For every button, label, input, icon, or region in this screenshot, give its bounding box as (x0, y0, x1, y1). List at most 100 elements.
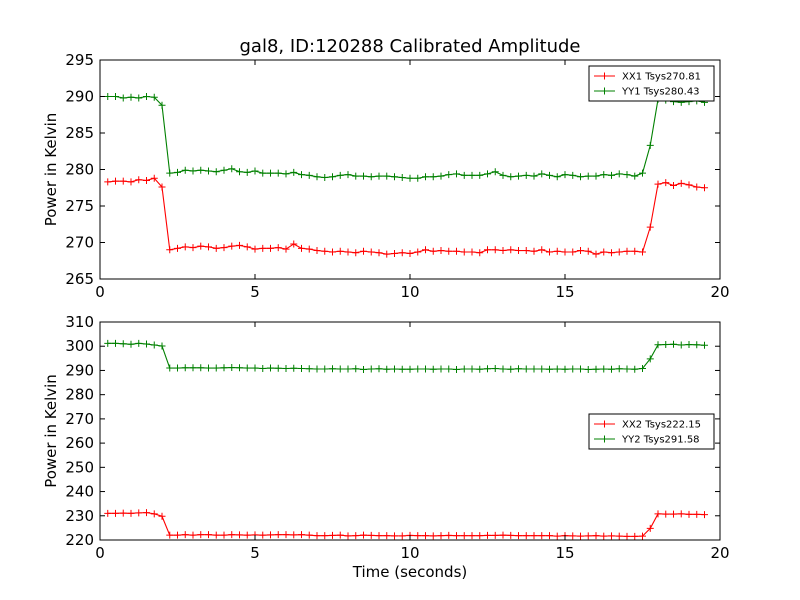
data-point (468, 532, 476, 540)
y-tick-label: 250 (65, 458, 94, 476)
data-point (360, 365, 367, 373)
data-point (553, 365, 561, 373)
y-tick-label: 290 (65, 361, 94, 379)
x-tick-label: 20 (710, 544, 729, 562)
series-2 (104, 93, 708, 182)
data-point (608, 365, 615, 373)
data-point (662, 341, 670, 349)
data-point (313, 532, 321, 540)
data-point (437, 532, 445, 540)
legend-label: XX1 Tsys270.81 (622, 72, 701, 83)
series-2 (104, 339, 708, 373)
data-point (197, 242, 205, 250)
data-point (112, 339, 119, 347)
data-point (584, 365, 592, 373)
data-point (228, 242, 236, 250)
y-tick-label: 270 (65, 234, 94, 252)
data-point (267, 244, 274, 252)
data-point (205, 167, 212, 175)
data-point (158, 512, 166, 520)
data-point (515, 532, 522, 540)
data-point (592, 172, 600, 180)
data-point (538, 365, 546, 373)
chart-2: 0 5 10 15 20 220 230 240 250 260 270 280 290 300 310 Po… (42, 313, 730, 581)
data-point (298, 365, 305, 373)
data-point (670, 182, 677, 190)
y-axis-label: Power in Kelvin (42, 113, 60, 227)
data-point (546, 171, 553, 179)
data-point (468, 365, 476, 373)
chart-1: gal8, ID:120288 Calibrated Amplitude 0 5 10… (42, 36, 730, 301)
data-point (104, 93, 112, 100)
data-point (569, 532, 577, 540)
data-point (701, 511, 708, 519)
data-point (677, 510, 685, 518)
data-point (484, 531, 491, 539)
y-tick-label: 280 (65, 386, 94, 404)
data-point (367, 531, 375, 539)
y-tick-label: 295 (65, 51, 94, 69)
data-point (228, 165, 236, 173)
data-point (701, 341, 708, 349)
data-point (251, 167, 259, 175)
data-point (422, 246, 429, 254)
data-point (352, 249, 360, 257)
data-point (414, 532, 422, 540)
data-point (670, 340, 677, 348)
data-point (584, 247, 592, 255)
data-point (592, 532, 600, 540)
data-point (391, 532, 398, 540)
data-point (274, 169, 282, 177)
data-point (546, 365, 553, 373)
data-point (367, 248, 375, 256)
legend-label: YY2 Tsys291.58 (621, 435, 700, 446)
data-point (530, 532, 538, 540)
data-point (460, 365, 468, 373)
data-point (212, 168, 220, 176)
data-point (445, 171, 453, 179)
series-line (107, 512, 705, 537)
legend: XX1 Tsys270.81 YY1 Tsys280.43 (588, 65, 715, 102)
data-point (460, 248, 468, 256)
data-point (119, 340, 127, 348)
data-point (174, 244, 181, 252)
data-point (639, 248, 646, 256)
data-point (166, 246, 174, 254)
data-point (615, 365, 623, 373)
data-point (499, 247, 507, 255)
data-point (150, 341, 158, 349)
data-point (445, 531, 453, 539)
data-point (453, 365, 460, 373)
data-point (259, 365, 267, 373)
data-point (499, 531, 507, 539)
data-point (515, 365, 522, 373)
y-tick-label: 280 (65, 161, 94, 179)
data-point (267, 531, 274, 539)
data-point (631, 365, 639, 373)
y-tick-label: 290 (65, 88, 94, 106)
data-point (615, 248, 623, 256)
data-point (344, 532, 352, 540)
data-point (608, 249, 615, 257)
y-tick-label: 260 (65, 434, 94, 452)
data-point (453, 532, 460, 540)
data-point (383, 172, 391, 180)
data-point (391, 249, 398, 257)
data-point (522, 365, 530, 373)
data-point (282, 170, 290, 178)
data-point (313, 247, 321, 255)
data-point (391, 173, 398, 181)
data-point (577, 365, 584, 373)
data-point (476, 171, 484, 179)
data-point (499, 365, 507, 373)
data-point (646, 223, 654, 231)
legend-label: XX2 Tsys222.15 (622, 420, 701, 431)
y-tick-label: 300 (65, 337, 94, 355)
data-point (181, 364, 189, 372)
data-point (631, 247, 639, 255)
data-point (437, 247, 445, 255)
y-tick-label: 220 (65, 531, 94, 549)
data-point (321, 532, 329, 540)
data-point (298, 171, 305, 179)
data-point (220, 531, 228, 539)
